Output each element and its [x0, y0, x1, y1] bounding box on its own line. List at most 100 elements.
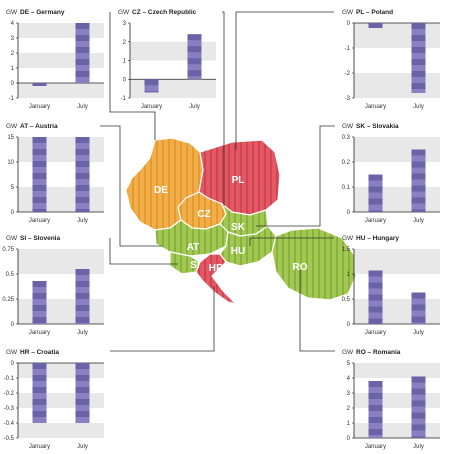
y-tick-label: 0.3: [342, 135, 351, 141]
bar-january: [144, 79, 159, 93]
y-tick-label: -0.1: [4, 376, 15, 382]
x-tick-label: July: [413, 330, 424, 336]
connector-at: [100, 125, 162, 247]
grid-band: [18, 249, 104, 274]
map-region-hu: [219, 225, 277, 267]
y-tick-label: 1: [123, 59, 127, 65]
bar-january: [32, 281, 47, 324]
chart-title: AT – Austria: [20, 123, 58, 130]
y-tick-label: 0: [11, 322, 15, 328]
chart-panel-sk: GW SK – Slovakia 0 0.1 0.2 0.3 January July: [342, 123, 440, 224]
grid-band: [18, 187, 104, 212]
map-region-ro: [271, 227, 357, 301]
y-tick-label: 0.75: [2, 247, 14, 253]
y-tick-label: -0.2: [4, 391, 15, 397]
bar-july: [75, 363, 90, 423]
bar-january: [368, 174, 383, 212]
y-tick-label: 1.5: [342, 247, 351, 253]
y-tick-label: 0.5: [6, 272, 15, 278]
grid-band: [18, 83, 104, 98]
chart-title: SK – Slovakia: [356, 123, 399, 130]
bar-july: [75, 269, 90, 324]
unit-label: GW: [6, 349, 18, 356]
chart-panel-hr: GW HR – Croatia -0.5 -0.4 -0.3 -0.2 -0.1 0 Janua…: [4, 349, 104, 450]
connector-de: [109, 12, 156, 140]
y-tick-label: -0.5: [4, 436, 15, 442]
map-label-sk: SK: [231, 222, 246, 233]
y-tick-label: -1: [345, 46, 351, 52]
grid-band: [354, 393, 440, 408]
chart-panel-pl: GW PL – Poland -3 -2 -1 0 January July: [342, 9, 440, 110]
chart-panel-de: GW DE – Germany -1 0 1 2 3 4 January July: [6, 9, 104, 110]
y-tick-label: 15: [7, 135, 14, 141]
y-tick-label: -1: [121, 96, 127, 102]
region-map: [125, 137, 357, 306]
connector-sk: [256, 125, 335, 227]
y-tick-label: 2: [347, 406, 351, 412]
x-tick-label: July: [413, 444, 424, 450]
y-tick-label: 4: [11, 21, 15, 27]
grid-band: [18, 299, 104, 324]
y-tick-label: 0.2: [342, 160, 351, 166]
connector-si: [109, 238, 178, 265]
y-tick-label: 0: [347, 210, 351, 216]
bar-july: [411, 376, 426, 438]
chart-title: CZ – Czech Republic: [132, 9, 197, 16]
y-tick-label: 0: [123, 77, 127, 83]
y-tick-label: 0.5: [342, 297, 351, 303]
bar-july: [75, 23, 90, 83]
grid-band: [354, 249, 440, 274]
y-tick-label: 2: [123, 40, 127, 46]
x-tick-label: July: [77, 104, 88, 110]
y-tick-label: 1: [347, 421, 351, 427]
chart-panel-si: GW SI – Slovenia 0 0.25 0.5 0.75 January July: [2, 235, 104, 336]
y-tick-label: 0: [347, 21, 351, 27]
connector-cz: [222, 11, 225, 206]
grid-band: [130, 41, 216, 61]
x-tick-label: January: [29, 444, 50, 450]
map-label-hu: HU: [231, 246, 245, 257]
bar-july: [187, 34, 202, 80]
connector-pl: [235, 11, 334, 150]
y-tick-label: 0.1: [342, 185, 351, 191]
grid-band: [18, 393, 104, 408]
y-tick-label: -2: [345, 71, 351, 77]
map-label-de: DE: [154, 185, 168, 196]
connector-hr: [110, 286, 215, 352]
y-tick-label: -1: [9, 96, 15, 102]
connector-ro: [299, 270, 335, 352]
grid-band: [354, 187, 440, 212]
x-tick-label: July: [77, 218, 88, 224]
y-tick-label: 10: [7, 160, 14, 166]
grid-band: [354, 137, 440, 162]
map-label-si: SI: [190, 260, 200, 271]
x-tick-label: January: [365, 218, 386, 224]
chart-title: DE – Germany: [20, 9, 65, 16]
chart-title: PL – Poland: [356, 9, 393, 16]
bar-july: [411, 149, 426, 212]
unit-label: GW: [6, 123, 18, 130]
bar-july: [411, 23, 426, 93]
x-tick-label: January: [365, 104, 386, 110]
y-tick-label: -0.3: [4, 406, 15, 412]
y-tick-label: 5: [11, 185, 15, 191]
grid-band: [354, 23, 440, 48]
bar-january: [32, 137, 47, 212]
x-tick-label: July: [413, 104, 424, 110]
y-tick-label: 2: [11, 51, 15, 57]
connector-lines: [100, 11, 335, 352]
bar-january: [368, 381, 383, 438]
bar-january: [368, 270, 383, 324]
x-tick-label: July: [77, 330, 88, 336]
bar-july: [75, 137, 90, 212]
y-tick-label: 5: [347, 361, 351, 367]
bar-january: [368, 23, 383, 28]
grid-band: [18, 23, 104, 38]
grid-band: [354, 363, 440, 378]
unit-label: GW: [342, 123, 354, 130]
grid-band: [354, 423, 440, 438]
x-tick-label: January: [365, 330, 386, 336]
grid-band: [18, 137, 104, 162]
